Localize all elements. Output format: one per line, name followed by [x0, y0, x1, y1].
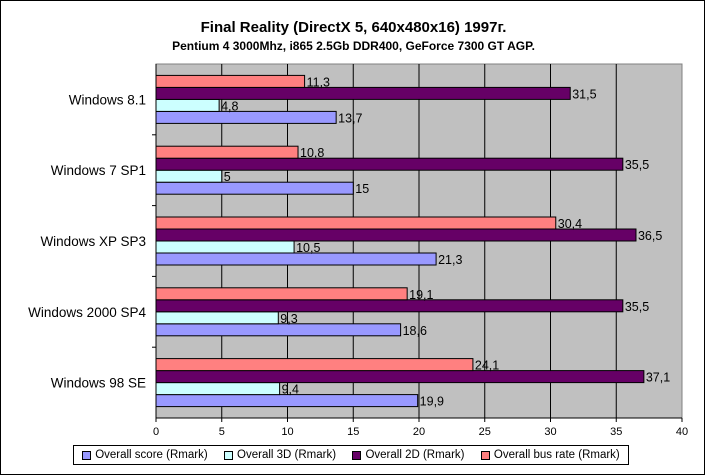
bar-overall-score-rmark — [155, 110, 337, 124]
x-tick-label: 0 — [153, 426, 159, 438]
x-tick-label: 10 — [281, 426, 293, 438]
data-label: 11,3 — [307, 75, 330, 89]
legend-label: Overall 3D (Rmark) — [237, 449, 337, 461]
data-label: 10,8 — [300, 146, 324, 160]
category-label: Windows 8.1 — [69, 92, 146, 107]
data-label: 30,4 — [558, 217, 582, 231]
x-tick-label: 20 — [413, 426, 425, 438]
legend-swatch — [352, 450, 362, 460]
bar-overall-score-rmark — [155, 323, 402, 337]
legend-label: Overall 2D (Rmark) — [365, 449, 465, 461]
x-tick-label: 25 — [479, 426, 491, 438]
data-label: 15 — [355, 182, 369, 196]
x-tick-label: 5 — [219, 426, 225, 438]
legend-item: Overall 2D (Rmark) — [352, 449, 465, 461]
x-tick-label: 35 — [610, 426, 622, 438]
data-label: 21,3 — [438, 253, 462, 267]
legend-item: Overall 3D (Rmark) — [224, 449, 336, 461]
data-label: 18,6 — [403, 324, 427, 338]
chart-subtitle: Pentium 4 3000Mhz, i865 2.5Gb DDR400, Ge… — [172, 39, 535, 53]
legend-swatch — [480, 450, 490, 460]
data-label: 19,1 — [409, 288, 433, 302]
category-label: Windows 98 SE — [51, 376, 146, 391]
data-label: 5 — [224, 170, 231, 184]
category-label: Windows 7 SP1 — [51, 163, 146, 178]
bar-overall-bus-rate-rmark — [155, 74, 306, 88]
legend-item: Overall bus rate (Rmark) — [480, 449, 620, 461]
bar-overall-3d-rmark — [155, 98, 220, 112]
chart-title: Final Reality (DirectX 5, 640x480x16) 19… — [200, 19, 507, 36]
legend: Overall score (Rmark) Overall 3D (Rmark) O… — [73, 445, 629, 465]
bar-overall-3d-rmark — [155, 240, 295, 254]
data-label: 10,5 — [296, 241, 320, 255]
legend-swatch — [224, 450, 234, 460]
bar-overall-2d-rmark — [155, 86, 571, 100]
legend-label: Overall bus rate (Rmark) — [493, 449, 620, 461]
data-label: 36,5 — [638, 229, 662, 243]
data-label: 37,1 — [646, 371, 670, 385]
data-label: 24,1 — [475, 359, 499, 373]
data-label: 31,5 — [572, 87, 596, 101]
category-label: Windows XP SP3 — [40, 234, 146, 249]
x-tick-label: 15 — [347, 426, 359, 438]
x-tick-label: 30 — [544, 426, 556, 438]
legend-swatch — [82, 450, 92, 460]
legend-item: Overall score (Rmark) — [82, 449, 208, 461]
data-label: 13,7 — [338, 111, 362, 125]
bar-overall-3d-rmark — [155, 169, 223, 183]
data-label: 35,5 — [625, 158, 649, 172]
bar-overall-bus-rate-rmark — [155, 145, 299, 159]
data-label: 9,3 — [280, 312, 297, 326]
bar-overall-bus-rate-rmark — [155, 287, 408, 301]
bar-overall-2d-rmark — [155, 370, 645, 384]
bar-overall-2d-rmark — [155, 299, 624, 313]
bar-overall-score-rmark — [155, 394, 419, 408]
bar-overall-3d-rmark — [155, 311, 279, 325]
data-label: 35,5 — [625, 300, 649, 314]
data-label: 4,8 — [221, 99, 238, 113]
legend-label: Overall score (Rmark) — [95, 449, 208, 461]
data-label: 9,4 — [282, 383, 299, 397]
bar-overall-3d-rmark — [155, 382, 281, 396]
bar-overall-2d-rmark — [155, 157, 624, 171]
bar-overall-bus-rate-rmark — [155, 358, 474, 372]
x-tick-label: 40 — [676, 426, 688, 438]
category-label: Windows 2000 SP4 — [28, 305, 146, 320]
bar-overall-score-rmark — [155, 252, 437, 266]
bar-overall-bus-rate-rmark — [155, 216, 557, 230]
bar-overall-score-rmark — [155, 181, 354, 195]
data-label: 19,9 — [420, 395, 444, 409]
